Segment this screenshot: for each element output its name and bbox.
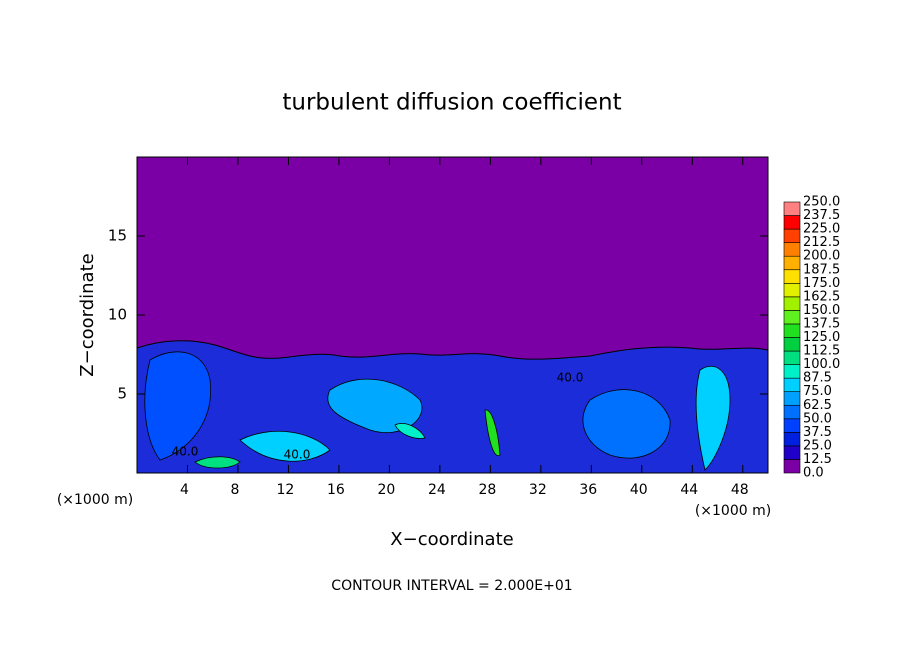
colorbar-band (783, 418, 801, 433)
colorbar-band (783, 364, 801, 379)
y-axis-label: Z−coordinate (77, 253, 98, 376)
x-tick-label: 40 (630, 482, 648, 498)
colorbar-band (783, 269, 801, 284)
x-tick-label: 8 (230, 482, 239, 498)
colorbar-label: 50.0 (803, 411, 832, 426)
colorbar-label: 237.5 (803, 208, 840, 223)
colorbar-label: 162.5 (803, 289, 840, 304)
colorbar-label: 200.0 (803, 249, 840, 264)
colorbar-label: 187.5 (803, 262, 840, 277)
turbulent-layer (137, 340, 768, 473)
colorbar-label: 37.5 (803, 425, 832, 440)
colorbar-label: 225.0 (803, 222, 840, 237)
field-region (484, 409, 501, 457)
field-region (239, 430, 331, 462)
field-region (695, 365, 731, 471)
colorbar-band (783, 310, 801, 325)
colorbar-label: 112.5 (803, 344, 840, 359)
colorbar-label: 75.0 (803, 384, 832, 399)
x-tick-label: 36 (579, 482, 597, 498)
x-tick-label: 16 (327, 482, 345, 498)
field-region (394, 423, 426, 439)
colorbar-label: 175.0 (803, 276, 840, 291)
colorbar-band (783, 228, 801, 243)
colorbar-band (783, 391, 801, 406)
y-tick-label: 10 (108, 306, 127, 324)
colorbar-band (783, 432, 801, 447)
colorbar-band (783, 282, 801, 298)
colorbar-band (783, 459, 801, 474)
field-region (144, 351, 212, 461)
colorbar-label: 150.0 (803, 303, 840, 318)
colorbar-label: 125.0 (803, 330, 840, 345)
colorbar-band (783, 201, 801, 216)
colorbar-label: 87.5 (803, 371, 832, 386)
colorbar-label: 12.5 (803, 452, 832, 467)
colorbar-label: 137.5 (803, 316, 840, 331)
colorbar-band (783, 377, 801, 392)
subtitle: CONTOUR INTERVAL = 2.000E+01 (331, 578, 572, 594)
chart-title: turbulent diffusion coefficient (282, 90, 621, 116)
colorbar-band (783, 404, 801, 420)
y-tick-label: 15 (108, 227, 127, 245)
contour-label: 40.0 (284, 448, 311, 462)
colorbar-label: 25.0 (803, 438, 832, 453)
contour-label: 40.0 (557, 371, 584, 385)
colorbar-label: 62.5 (803, 398, 832, 413)
colorbar-label: 100.0 (803, 357, 840, 372)
colorbar-band (783, 350, 801, 365)
y-tick-label: 5 (117, 385, 127, 403)
y-axis-unit: (×1000 m) (57, 492, 133, 508)
colorbar-label: 0.0 (803, 466, 824, 481)
colorbar-band (783, 296, 801, 311)
x-tick-label: 24 (428, 482, 446, 498)
field-region (327, 378, 423, 434)
field-region (194, 456, 241, 469)
colorbar-band (783, 323, 801, 338)
x-tick-label: 12 (277, 482, 295, 498)
x-tick-label: 32 (529, 482, 547, 498)
x-tick-label: 44 (680, 482, 698, 498)
x-tick-label: 20 (377, 482, 395, 498)
x-axis-unit: (×1000 m) (695, 503, 771, 519)
x-tick-label: 48 (731, 482, 749, 498)
colorbar-band (783, 337, 801, 352)
colorbar-band (783, 215, 801, 230)
colorbar-band (783, 242, 801, 257)
x-tick-label: 28 (478, 482, 496, 498)
x-axis-label: X−coordinate (390, 529, 513, 550)
field-region (582, 389, 671, 459)
colorbar-band (783, 445, 801, 460)
x-tick-label: 4 (180, 482, 189, 498)
colorbar-band (783, 255, 801, 271)
colorbar-label: 212.5 (803, 235, 840, 250)
field (137, 340, 768, 473)
colorbar-label: 250.0 (803, 195, 840, 210)
contour-label: 40.0 (172, 445, 199, 459)
